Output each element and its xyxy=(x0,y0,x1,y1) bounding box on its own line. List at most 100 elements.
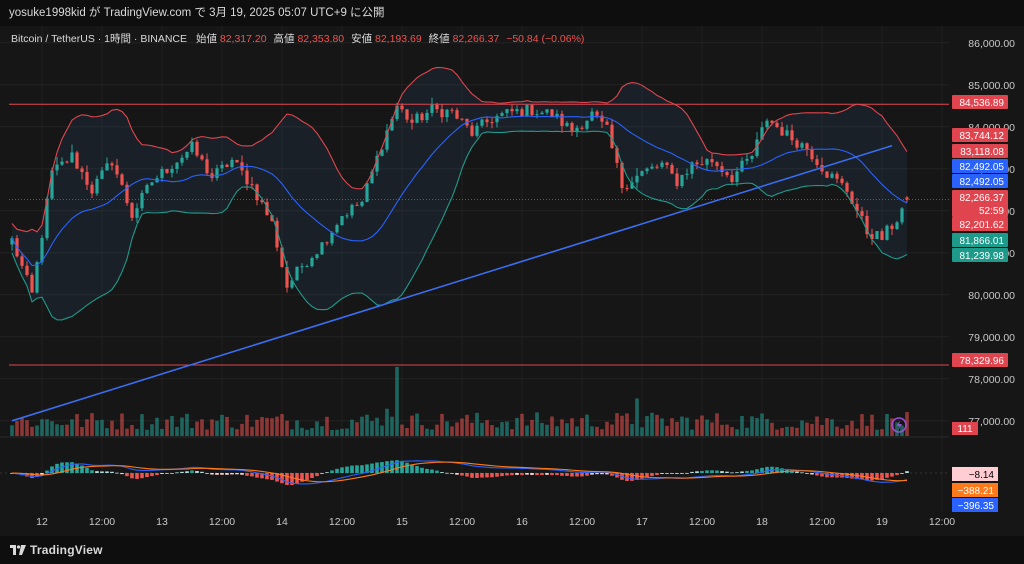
macd-histogram-bar xyxy=(395,460,399,473)
macd-histogram-bar xyxy=(30,473,34,479)
volume-bar xyxy=(300,427,304,436)
volume-bar xyxy=(505,421,509,436)
volume-bar xyxy=(270,418,274,436)
macd-histogram-bar xyxy=(145,473,149,478)
macd-histogram-bar xyxy=(545,473,549,475)
price-label-text: 52:59 xyxy=(979,206,1004,217)
volume-bar xyxy=(100,419,104,436)
volume-bar xyxy=(340,428,344,436)
macd-histogram-bar xyxy=(360,465,364,473)
volume-bar xyxy=(10,425,14,436)
candle-body xyxy=(430,104,434,113)
macd-histogram-bar xyxy=(200,471,204,473)
candle-body xyxy=(475,125,479,136)
volume-bar xyxy=(355,422,359,436)
candle-body xyxy=(765,120,769,128)
candle-body xyxy=(845,183,849,192)
candle-body xyxy=(795,140,799,148)
volume-bar xyxy=(360,416,364,436)
volume-bar xyxy=(75,414,79,436)
macd-histogram-bar xyxy=(285,473,289,486)
price-label-tag xyxy=(952,128,1008,142)
macd-histogram-bar xyxy=(340,467,344,473)
time-tick-label: 19 xyxy=(876,516,888,528)
alert-icon[interactable] xyxy=(891,417,907,433)
candle-body xyxy=(600,115,604,122)
price-chart[interactable]: 77,000.0078,000.0079,000.0080,000.0081,0… xyxy=(0,26,1024,536)
price-label-text: 83,118.08 xyxy=(960,147,1004,158)
volume-bar xyxy=(720,424,724,436)
volume-bar xyxy=(545,424,549,436)
macd-histogram-bar xyxy=(555,473,559,476)
time-tick-label: 12:00 xyxy=(449,516,475,528)
volume-bar xyxy=(625,413,629,436)
macd-histogram-bar xyxy=(210,473,214,475)
macd-histogram-bar xyxy=(235,473,239,475)
macd-histogram-bar xyxy=(470,473,474,478)
volume-bar xyxy=(450,426,454,436)
volume-bar xyxy=(335,429,339,436)
candle-body xyxy=(900,208,904,223)
volume-bar xyxy=(760,413,764,436)
macd-histogram-bar xyxy=(65,462,69,473)
macd-histogram-bar xyxy=(205,473,209,474)
macd-histogram-bar xyxy=(720,471,724,473)
volume-bar xyxy=(315,421,319,436)
volume-bar xyxy=(85,419,89,436)
macd-histogram-bar xyxy=(800,472,804,474)
macd-histogram-bar xyxy=(575,473,579,477)
volume-bar xyxy=(600,429,604,436)
volume-bar xyxy=(15,420,19,436)
svg-text:Bitcoin / TetherUS · 1時間 · BIN: Bitcoin / TetherUS · 1時間 · BINANCE 始値 82… xyxy=(11,32,584,45)
candle-body xyxy=(190,141,194,152)
candle-body xyxy=(770,120,774,123)
macd-histogram-bar xyxy=(110,471,114,473)
candle-body xyxy=(390,119,394,131)
volume-bar xyxy=(135,428,139,436)
macd-histogram-bar xyxy=(655,473,659,476)
price-label-text: 78,329.96 xyxy=(960,356,1005,367)
macd-histogram-bar xyxy=(495,473,499,477)
volume-bar xyxy=(215,420,219,436)
macd-histogram-bar xyxy=(515,473,519,475)
volume-bar xyxy=(560,419,564,436)
volume-bar xyxy=(715,413,719,436)
macd-histogram-bar xyxy=(115,472,119,474)
macd-histogram-bar xyxy=(850,473,854,479)
volume-bar xyxy=(305,429,309,436)
tradingview-logo[interactable]: TradingView xyxy=(10,543,103,557)
candle-body xyxy=(730,175,734,183)
volume-bar xyxy=(185,413,189,436)
volume-bar xyxy=(385,408,389,436)
volume-bar xyxy=(820,424,824,436)
candle-body xyxy=(790,130,794,141)
price-label-tag xyxy=(952,233,1008,247)
candle-body xyxy=(455,110,459,119)
candle-body xyxy=(95,178,99,194)
volume-bar xyxy=(700,415,704,436)
volume-bar xyxy=(730,427,734,436)
candle-body xyxy=(585,120,589,129)
macd-histogram-bar xyxy=(220,473,224,475)
macd-histogram-bar xyxy=(560,473,564,476)
macd-histogram-bar xyxy=(445,472,449,474)
time-tick-label: 12:00 xyxy=(929,516,955,528)
volume-bar xyxy=(375,417,379,436)
bollinger-fill xyxy=(12,67,907,320)
volume-bar xyxy=(250,426,254,436)
macd-label-text: −8.14 xyxy=(969,470,995,481)
volume-bar xyxy=(795,427,799,436)
candle-body xyxy=(560,113,564,126)
macd-histogram-bar xyxy=(660,473,664,474)
time-tick-label: 12:00 xyxy=(689,516,715,528)
macd-histogram-bar xyxy=(790,470,794,473)
candle-body xyxy=(480,119,484,126)
macd-histogram-bar xyxy=(750,470,754,473)
candle-body xyxy=(100,170,104,179)
candle-body xyxy=(710,159,714,163)
time-tick-label: 14 xyxy=(276,516,288,528)
volume-bar xyxy=(145,429,149,436)
volume-bar xyxy=(635,398,639,436)
candle-body xyxy=(395,105,399,120)
legend-open-value: 82,317.20 xyxy=(220,33,267,45)
